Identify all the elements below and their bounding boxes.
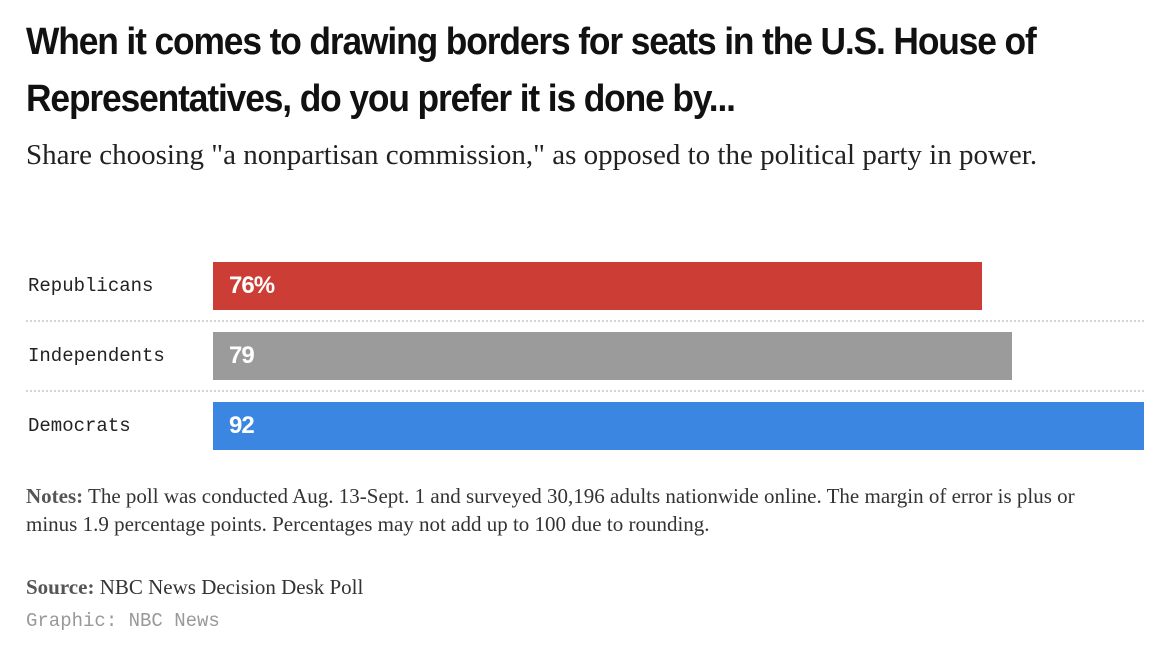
category-label: Independents [28, 345, 165, 367]
notes: Notes: The poll was conducted Aug. 13-Se… [26, 482, 1116, 538]
data-label: 79 [229, 342, 255, 369]
chart-subtitle: Share choosing "a nonpartisan commission… [26, 139, 1038, 171]
bar-democrats: 92 [213, 402, 1144, 450]
category-label: Democrats [28, 415, 131, 437]
notes-text: The poll was conducted Aug. 13-Sept. 1 a… [26, 484, 1075, 536]
bar-independents: 79 [213, 332, 1013, 380]
chart-title: When it comes to drawing borders for sea… [26, 21, 1037, 120]
row-separator [26, 320, 1144, 322]
source-text: NBC News Decision Desk Poll [94, 575, 364, 599]
bar-republicans: 76% [213, 262, 983, 310]
row-separator [26, 390, 1144, 392]
source-label: Source: [26, 575, 95, 599]
source: Source: NBC News Decision Desk Poll [26, 573, 363, 601]
category-label: Republicans [28, 275, 154, 297]
graphic-credit: Graphic: NBC News [26, 610, 220, 632]
notes-label: Notes: [26, 484, 84, 508]
data-label: 76% [229, 272, 275, 299]
data-label: 92 [229, 412, 255, 439]
